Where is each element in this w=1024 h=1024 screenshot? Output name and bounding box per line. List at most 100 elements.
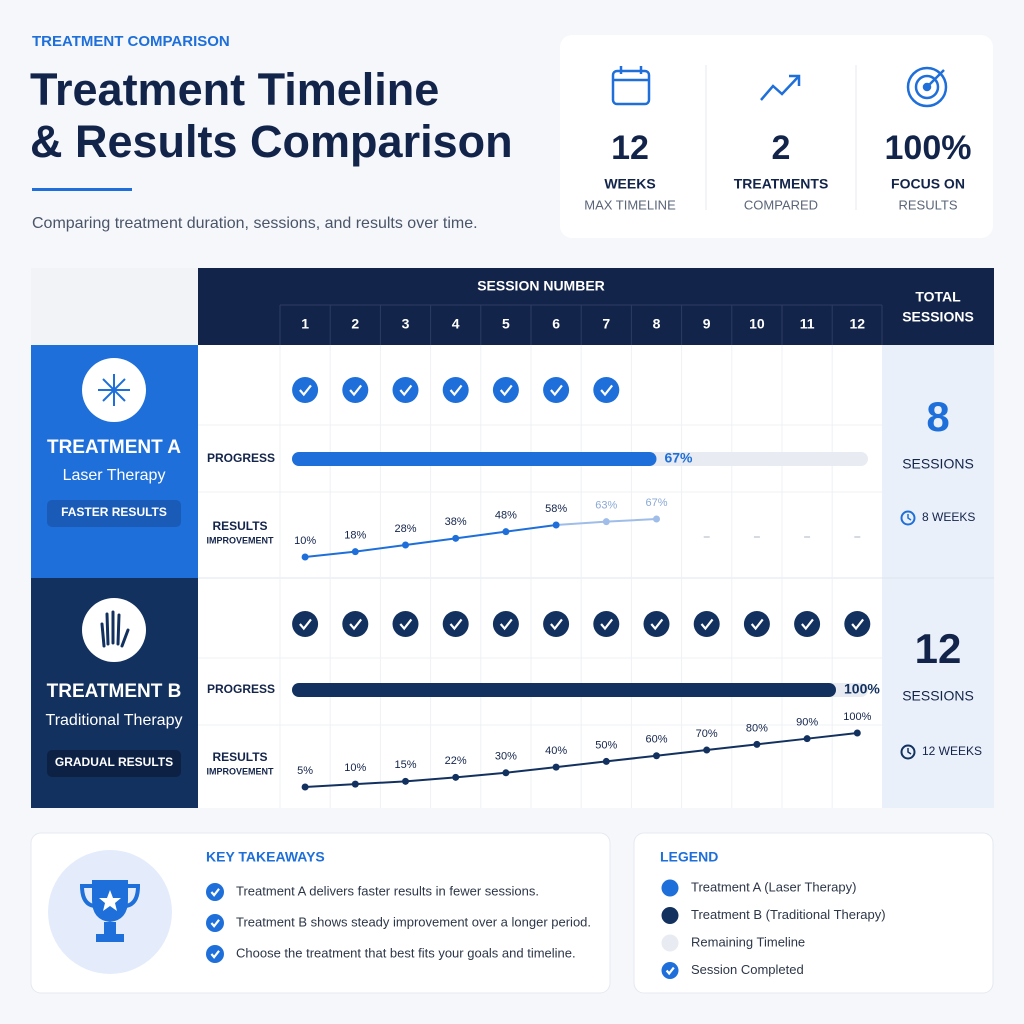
session-number: 11: [800, 316, 815, 332]
title: & Results Comparison: [30, 116, 513, 167]
treatment-therapy: Laser Therapy: [63, 467, 166, 484]
results-value: 50%: [595, 739, 617, 751]
stat-value: 2: [772, 129, 791, 167]
check-mark: [299, 384, 312, 397]
stat-sub: MAX TIMELINE: [584, 197, 676, 212]
legend-item: Session Completed: [691, 962, 804, 977]
results-value: 100%: [843, 711, 871, 723]
check-mark: [550, 384, 563, 397]
stat-sub: COMPARED: [744, 197, 818, 212]
treatment-therapy: Traditional Therapy: [46, 712, 183, 729]
badge: [47, 500, 181, 527]
results-value: 30%: [495, 751, 517, 763]
takeaways-title: KEY TAKEAWAYS: [206, 849, 325, 865]
results-value: 22%: [445, 755, 467, 767]
check-mark: [700, 618, 714, 631]
results-point: [853, 729, 861, 737]
results-point: [402, 777, 409, 785]
results-point: [653, 515, 660, 523]
legend-item: Treatment A (Laser Therapy): [691, 879, 856, 894]
check-mark: [210, 950, 220, 959]
progress-label: PROGRESS: [207, 451, 275, 465]
eyebrow: TREATMENT COMPARISON: [32, 33, 230, 50]
results-value: 38%: [445, 516, 467, 528]
results-point: [301, 553, 309, 561]
check-mark: [499, 384, 513, 397]
session-number: 9: [703, 316, 711, 332]
results-point: [351, 548, 359, 556]
results-line: [304, 524, 557, 558]
results-sublabel: IMPROVEMENT: [206, 766, 274, 776]
results-value: 90%: [796, 717, 818, 729]
hand-icon: [100, 610, 130, 648]
check-mark: [750, 618, 764, 631]
check-mark: [210, 919, 220, 928]
session-header: SESSION NUMBER: [477, 278, 605, 294]
session-number: 4: [452, 316, 460, 332]
results-point: [502, 769, 510, 777]
results-point: [301, 783, 309, 791]
check: [206, 945, 224, 963]
check-mark: [600, 384, 614, 397]
total-number: 8: [926, 393, 949, 440]
progress-bar: [292, 452, 657, 466]
check-mark: [801, 618, 814, 631]
check: [342, 377, 369, 403]
check: [543, 611, 570, 637]
total-unit: SESSIONS: [902, 688, 974, 704]
session-number: 7: [602, 316, 610, 332]
trophy: [92, 880, 128, 942]
stat-value: 100%: [885, 129, 972, 167]
stat-sub: RESULTS: [899, 197, 958, 212]
total-column: [882, 345, 994, 808]
legend-item: Remaining Timeline: [691, 934, 805, 949]
clock-hands: [907, 748, 912, 755]
results-value: 67%: [645, 497, 667, 509]
check: [392, 611, 419, 637]
results-value: 58%: [545, 503, 567, 515]
underline: [32, 188, 132, 191]
progress-bar: [292, 683, 836, 697]
check-mark: [349, 618, 363, 631]
results-value: 70%: [696, 728, 718, 740]
results-line: [606, 518, 657, 523]
check-mark: [449, 384, 463, 397]
stat-value: 12: [611, 129, 649, 167]
check-mark: [349, 384, 363, 397]
results-sublabel: IMPROVEMENT: [206, 535, 274, 545]
check-mark: [399, 618, 413, 631]
results-value: 40%: [545, 745, 567, 757]
results-point: [351, 780, 359, 788]
check: [643, 611, 670, 637]
check-mark: [499, 618, 513, 631]
title: Treatment Timeline: [30, 64, 439, 115]
check: [492, 377, 519, 403]
total-unit: SESSIONS: [902, 456, 974, 472]
check: [593, 377, 620, 403]
session-number: 12: [850, 316, 866, 332]
results-label: RESULTS: [212, 519, 267, 533]
progress-value: 100%: [844, 681, 880, 697]
total-header: SESSIONS: [902, 309, 974, 325]
check: [292, 611, 319, 637]
check: [206, 914, 224, 932]
check-mark: [650, 618, 664, 631]
results-value: 60%: [645, 734, 667, 746]
results-line: [556, 520, 607, 526]
check: [442, 377, 469, 403]
clock-icon: [900, 510, 916, 526]
legend-card: [633, 832, 994, 994]
stat-label: FOCUS ON: [891, 176, 965, 192]
results-value: 48%: [495, 510, 517, 522]
stats-card: [560, 35, 993, 238]
progress-label: PROGRESS: [207, 682, 275, 696]
legend-swatch: [661, 879, 679, 897]
check-mark: [550, 618, 563, 631]
stat-label: WEEKS: [604, 176, 655, 192]
results-value: 5%: [297, 765, 313, 777]
corner-cell: [31, 268, 198, 345]
check-mark: [665, 966, 675, 976]
results-point: [502, 528, 510, 536]
subtitle: Comparing treatment duration, sessions, …: [32, 215, 478, 232]
